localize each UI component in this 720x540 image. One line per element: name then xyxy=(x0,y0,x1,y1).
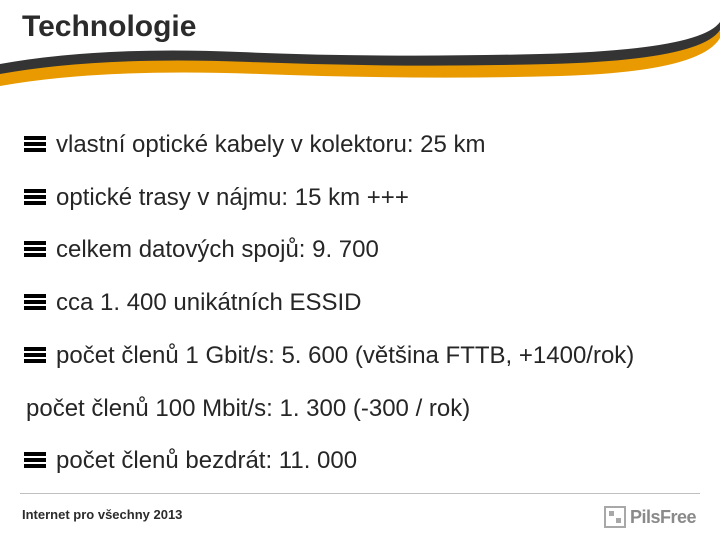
page-title: Technologie xyxy=(22,10,196,44)
bullet-item: celkem datových spojů: 9. 700 xyxy=(24,235,696,266)
slide: Technologie vlastní optické kabely v kol… xyxy=(0,0,720,540)
bullet-text: celkem datových spojů: 9. 700 xyxy=(56,235,379,266)
logo-text: PilsFree xyxy=(630,507,696,528)
bullet-text: počet členů 100 Mbit/s: 1. 300 (-300 / r… xyxy=(26,394,470,425)
bullet-shape-icon xyxy=(24,241,46,257)
bullet-item: počet členů 100 Mbit/s: 1. 300 (-300 / r… xyxy=(24,394,696,425)
bullet-shape-icon xyxy=(24,347,46,363)
bullet-shape-icon xyxy=(24,189,46,205)
bullet-item: vlastní optické kabely v kolektoru: 25 k… xyxy=(24,130,696,161)
bullet-item: počet členů bezdrát: 11. 000 xyxy=(24,446,696,477)
footer-text: Internet pro všechny 2013 xyxy=(22,507,182,522)
bullet-shape-icon xyxy=(24,452,46,468)
bullet-text: vlastní optické kabely v kolektoru: 25 k… xyxy=(56,130,486,161)
footer-divider xyxy=(20,493,700,494)
bullet-item: počet členů 1 Gbit/s: 5. 600 (většina FT… xyxy=(24,341,696,372)
bullet-list: vlastní optické kabely v kolektoru: 25 k… xyxy=(24,130,696,499)
bullet-item: cca 1. 400 unikátních ESSID xyxy=(24,288,696,319)
bullet-shape-icon xyxy=(24,294,46,310)
logo-mark-icon xyxy=(604,506,626,528)
bullet-text: optické trasy v nájmu: 15 km +++ xyxy=(56,183,409,214)
bullet-item: optické trasy v nájmu: 15 km +++ xyxy=(24,183,696,214)
bullet-text: počet členů bezdrát: 11. 000 xyxy=(56,446,357,477)
bullet-text: cca 1. 400 unikátních ESSID xyxy=(56,288,362,319)
bullet-text: počet členů 1 Gbit/s: 5. 600 (většina FT… xyxy=(56,341,634,372)
logo: PilsFree xyxy=(604,506,696,528)
bullet-shape-icon xyxy=(24,136,46,152)
